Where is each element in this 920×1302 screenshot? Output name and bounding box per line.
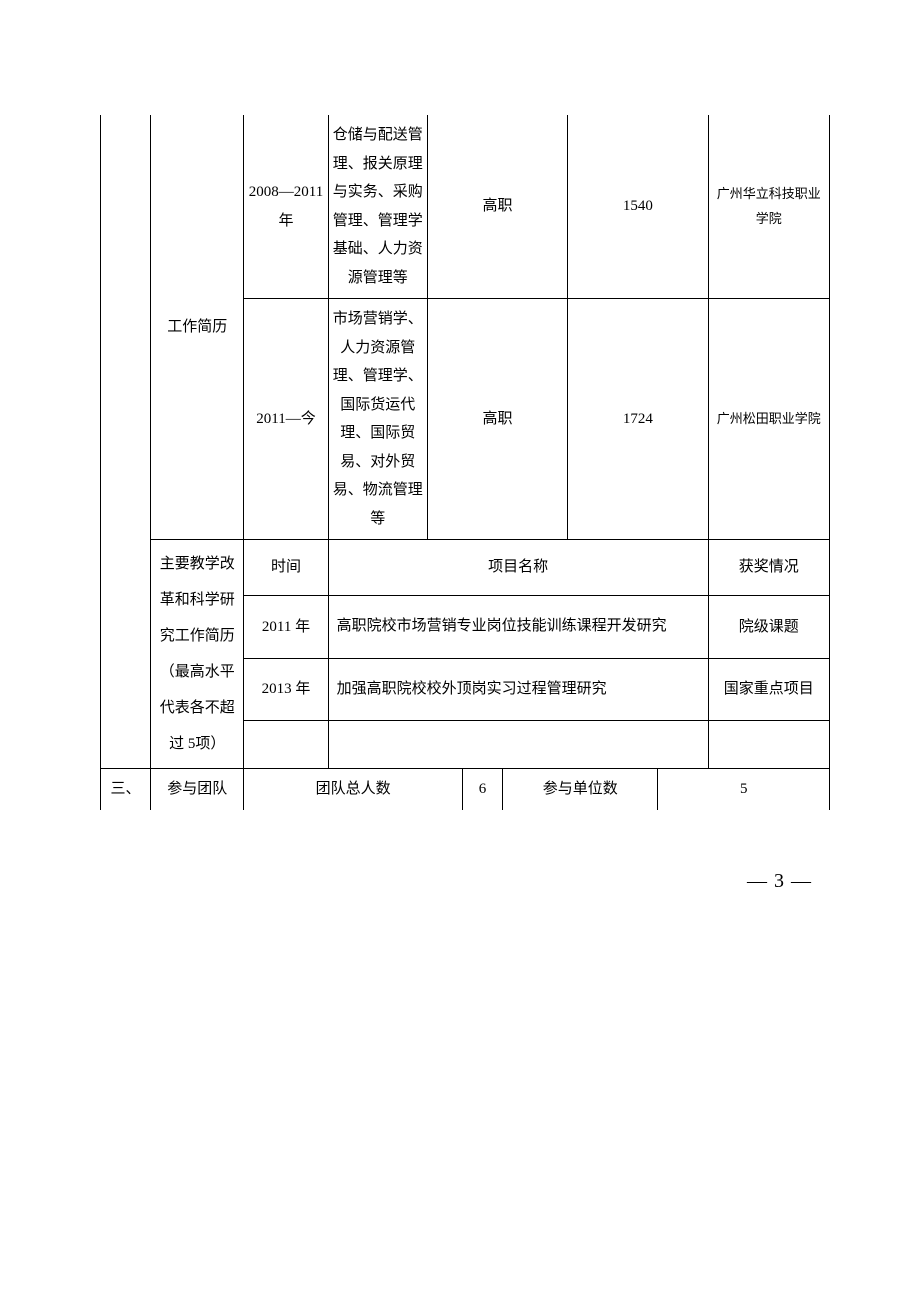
work-hours: 1724	[568, 299, 708, 540]
work-institution: 广州华立科技职业学院	[708, 115, 829, 299]
research-header-project: 项目名称	[328, 540, 708, 596]
team-units-label: 参与单位数	[503, 769, 658, 810]
team-units-value: 5	[658, 769, 830, 810]
team-total-label: 团队总人数	[244, 769, 463, 810]
work-level: 高职	[427, 115, 567, 299]
work-period: 2008—2011 年	[244, 115, 328, 299]
team-total-value: 6	[462, 769, 502, 810]
research-time: 2013 年	[244, 658, 328, 720]
team-label: 参与团队	[151, 769, 244, 810]
research-header-award: 获奖情况	[708, 540, 829, 596]
research-award: 国家重点项目	[708, 658, 829, 720]
work-courses: 仓储与配送管理、报关原理与实务、采购管理、管理学基础、人力资源管理等	[328, 115, 427, 299]
document-table: 工作简历 2008—2011 年 仓储与配送管理、报关原理与实务、采购管理、管理…	[100, 115, 830, 810]
table-row: 主要教学改革和科学研究工作简历（最高水平代表各不超过 5项） 时间 项目名称 获…	[101, 540, 830, 596]
research-project: 加强高职院校校外顶岗实习过程管理研究	[328, 658, 708, 720]
table-row: 三、 参与团队 团队总人数 6 参与单位数 5	[101, 769, 830, 810]
section-number: 三、	[101, 769, 151, 810]
work-hours: 1540	[568, 115, 708, 299]
research-header-time: 时间	[244, 540, 328, 596]
section-left-cell	[101, 115, 151, 769]
page-number: — 3 —	[100, 810, 830, 893]
research-label: 主要教学改革和科学研究工作简历（最高水平代表各不超过 5项）	[151, 540, 244, 769]
research-project	[328, 721, 708, 769]
table-row: 工作简历 2008—2011 年 仓储与配送管理、报关原理与实务、采购管理、管理…	[101, 115, 830, 299]
work-period: 2011—今	[244, 299, 328, 540]
work-level: 高职	[427, 299, 567, 540]
work-history-label: 工作简历	[151, 115, 244, 540]
research-time	[244, 721, 328, 769]
research-award: 院级课题	[708, 596, 829, 658]
work-courses: 市场营销学、人力资源管理、管理学、国际货运代理、国际贸易、对外贸易、物流管理等	[328, 299, 427, 540]
work-institution: 广州松田职业学院	[708, 299, 829, 540]
research-project: 高职院校市场营销专业岗位技能训练课程开发研究	[328, 596, 708, 658]
research-time: 2011 年	[244, 596, 328, 658]
research-award	[708, 721, 829, 769]
